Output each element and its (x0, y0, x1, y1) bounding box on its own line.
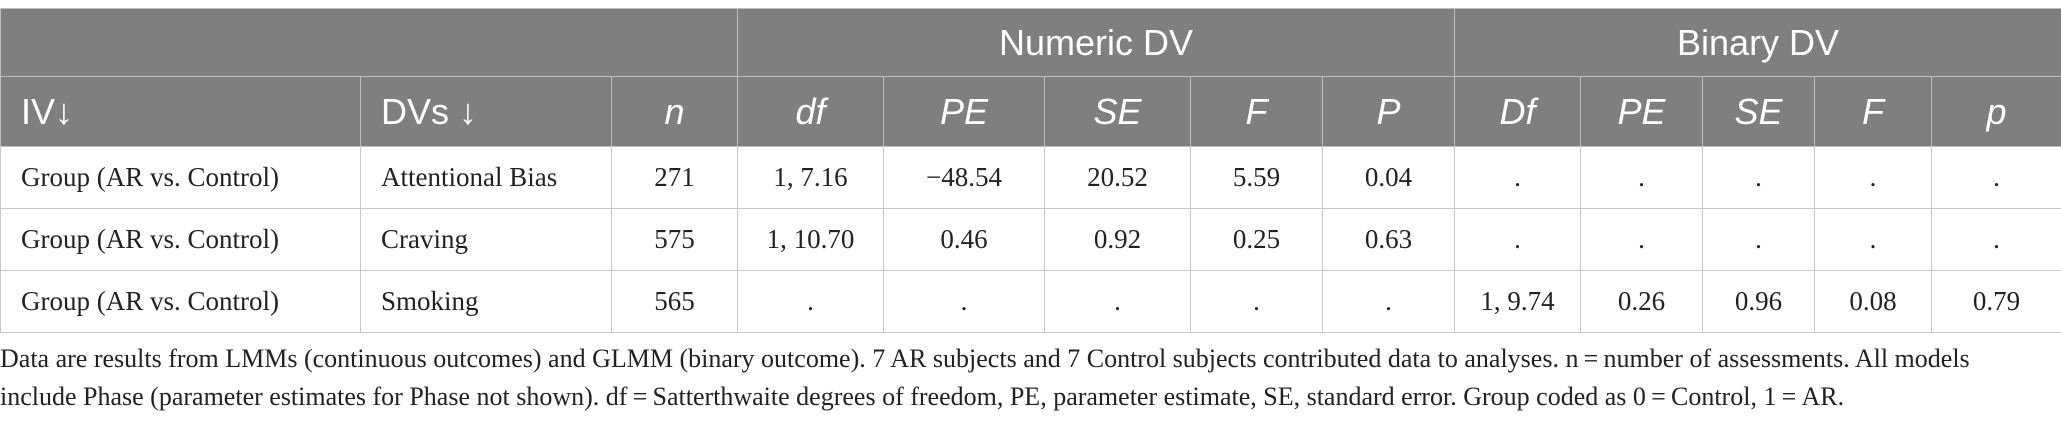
cell-df: 1, 10.70 (737, 208, 885, 271)
cell-df: 1, 7.16 (737, 146, 885, 209)
cell-binary-df: 1, 9.74 (1454, 270, 1582, 333)
table-row: Group (AR vs. Control) Craving 575 1, 10… (0, 208, 2061, 271)
cell-f: . (1190, 270, 1324, 333)
cell-p: 0.04 (1322, 146, 1456, 209)
results-table: Numeric DV Binary DV IV↓ DVs ↓ n df PE S… (0, 8, 2061, 333)
cell-binary-p: . (1931, 146, 2061, 209)
column-header-binary-f: F (1814, 76, 1933, 147)
cell-dv: Attentional Bias (360, 146, 612, 209)
numeric-dv-header: Numeric DV (737, 8, 1456, 77)
cell-iv: Group (AR vs. Control) (0, 208, 361, 271)
column-header-binary-p: p (1931, 76, 2061, 147)
footnote-line-1: Data are results from LMMs (continuous o… (0, 344, 1970, 373)
cell-binary-p: . (1931, 208, 2061, 271)
cell-dv: Smoking (360, 270, 612, 333)
cell-binary-p: 0.79 (1931, 270, 2061, 333)
cell-f: 5.59 (1190, 146, 1324, 209)
cell-binary-f: 0.08 (1814, 270, 1933, 333)
column-header-binary-df: Df (1454, 76, 1582, 147)
cell-binary-se: . (1702, 146, 1816, 209)
cell-iv: Group (AR vs. Control) (0, 270, 361, 333)
cell-binary-pe: . (1580, 208, 1704, 271)
column-header-row: IV↓ DVs ↓ n df PE SE F P Df PE SE F p (0, 76, 2061, 147)
table-row: Group (AR vs. Control) Attentional Bias … (0, 146, 2061, 209)
group-header-blank (0, 8, 739, 77)
cell-binary-pe: 0.26 (1580, 270, 1704, 333)
cell-binary-se: 0.96 (1702, 270, 1816, 333)
column-header-f: F (1190, 76, 1324, 147)
cell-iv: Group (AR vs. Control) (0, 146, 361, 209)
cell-dv: Craving (360, 208, 612, 271)
cell-se: . (1044, 270, 1192, 333)
column-header-p: P (1322, 76, 1456, 147)
column-header-df: df (737, 76, 885, 147)
cell-n: 271 (610, 146, 739, 209)
binary-dv-header: Binary DV (1454, 8, 2061, 77)
column-header-dvs: DVs ↓ (360, 76, 612, 147)
column-header-n: n (610, 76, 739, 147)
cell-se: 20.52 (1044, 146, 1192, 209)
cell-binary-df: . (1454, 208, 1582, 271)
column-header-se: SE (1044, 76, 1192, 147)
cell-p: 0.63 (1322, 208, 1456, 271)
cell-pe: 0.46 (883, 208, 1046, 271)
cell-f: 0.25 (1190, 208, 1324, 271)
column-header-binary-se: SE (1702, 76, 1816, 147)
table-footnote: Data are results from LMMs (continuous o… (0, 340, 2061, 416)
cell-pe: −48.54 (883, 146, 1046, 209)
cell-binary-se: . (1702, 208, 1816, 271)
cell-binary-f: . (1814, 208, 1933, 271)
footnote-line-2: include Phase (parameter estimates for P… (0, 382, 1845, 411)
group-header-row: Numeric DV Binary DV (0, 8, 2061, 77)
column-header-iv: IV↓ (0, 76, 361, 147)
cell-binary-f: . (1814, 146, 1933, 209)
cell-binary-df: . (1454, 146, 1582, 209)
table-row: Group (AR vs. Control) Smoking 565 . . .… (0, 270, 2061, 333)
cell-df: . (737, 270, 885, 333)
column-header-binary-pe: PE (1580, 76, 1704, 147)
cell-p: . (1322, 270, 1456, 333)
cell-se: 0.92 (1044, 208, 1192, 271)
column-header-pe: PE (883, 76, 1046, 147)
cell-n: 565 (610, 270, 739, 333)
cell-pe: . (883, 270, 1046, 333)
cell-n: 575 (610, 208, 739, 271)
cell-binary-pe: . (1580, 146, 1704, 209)
